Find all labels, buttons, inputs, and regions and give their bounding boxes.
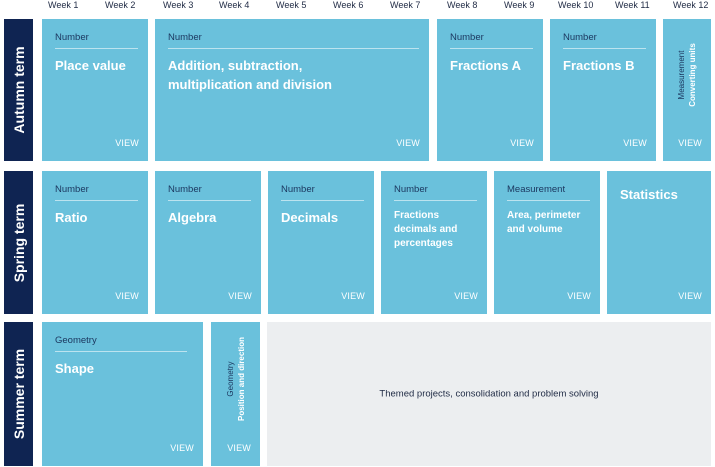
- block-category: Geometry: [55, 335, 187, 352]
- block-title: Addition, subtraction, multiplication an…: [168, 58, 332, 92]
- week-label: Week 3: [163, 0, 194, 10]
- block-category: Number: [563, 32, 646, 49]
- block-category: Number: [55, 32, 138, 49]
- block-title: Converting units: [688, 43, 697, 107]
- week-label: Week 10: [558, 0, 594, 10]
- block-title: Shape: [55, 361, 95, 376]
- week-label: Week 5: [276, 0, 307, 10]
- week-label: Week 7: [390, 0, 421, 10]
- term-label: Spring term: [10, 203, 27, 282]
- block-category: Number: [55, 184, 138, 201]
- view-link[interactable]: VIEW: [678, 138, 702, 148]
- block-place-value[interactable]: Number Place value VIEW: [42, 19, 148, 161]
- block-title: Ratio: [55, 210, 88, 225]
- week-label: Week 4: [219, 0, 250, 10]
- block-category: Measurement: [507, 184, 590, 201]
- block-converting-units[interactable]: Measurement Converting units VIEW: [663, 19, 711, 161]
- term-label: Summer term: [10, 348, 27, 440]
- view-link[interactable]: VIEW: [396, 138, 420, 148]
- week-label: Week 8: [447, 0, 478, 10]
- block-area-perimeter-volume[interactable]: Measurement Area, perimeter and volume V…: [494, 171, 600, 314]
- block-four-operations[interactable]: Number Addition, subtraction, multiplica…: [155, 19, 429, 161]
- block-title: Position and direction: [236, 336, 246, 422]
- view-link[interactable]: VIEW: [115, 291, 139, 301]
- term-label: Autumn term: [10, 46, 27, 134]
- block-fractions-a[interactable]: Number Fractions A VIEW: [437, 19, 543, 161]
- block-title: Fractions A: [450, 58, 522, 73]
- view-link[interactable]: VIEW: [567, 291, 591, 301]
- week-label: Week 2: [105, 0, 136, 10]
- block-statistics[interactable]: Statistics VIEW: [607, 171, 711, 314]
- block-fdp[interactable]: Number Fractions decimals and percentage…: [381, 171, 487, 314]
- block-category: Number: [168, 32, 419, 49]
- week-label: Week 11: [615, 0, 650, 10]
- block-algebra[interactable]: Number Algebra VIEW: [155, 171, 261, 314]
- block-title: Algebra: [168, 210, 217, 225]
- block-category: Number: [281, 184, 364, 201]
- block-category: Measurement: [677, 50, 686, 100]
- week-header-row: Week 1 Week 2 Week 3 Week 4 Week 5 Week …: [0, 0, 715, 14]
- view-link[interactable]: VIEW: [115, 138, 139, 148]
- view-link[interactable]: VIEW: [623, 138, 647, 148]
- block-title: Place value: [55, 58, 126, 73]
- block-category: Number: [394, 184, 477, 201]
- view-link[interactable]: VIEW: [170, 443, 194, 453]
- view-link[interactable]: VIEW: [454, 291, 478, 301]
- block-title: Fractions B: [563, 58, 635, 73]
- block-title: Decimals: [281, 210, 339, 225]
- block-ratio[interactable]: Number Ratio VIEW: [42, 171, 148, 314]
- block-category: Geometry: [225, 361, 235, 397]
- view-link[interactable]: VIEW: [678, 291, 702, 301]
- week-label: Week 1: [48, 0, 79, 10]
- block-shape[interactable]: Geometry Shape VIEW: [42, 322, 203, 466]
- term-spring: Spring term: [4, 171, 33, 314]
- block-decimals[interactable]: Number Decimals VIEW: [268, 171, 374, 314]
- view-link[interactable]: VIEW: [228, 291, 252, 301]
- themed-projects-text: Themed projects, consolidation and probl…: [379, 388, 599, 400]
- block-position-direction[interactable]: Geometry Position and direction VIEW: [211, 322, 260, 466]
- block-fractions-b[interactable]: Number Fractions B VIEW: [550, 19, 656, 161]
- block-category: Number: [450, 32, 533, 49]
- view-link[interactable]: VIEW: [227, 443, 251, 453]
- view-link[interactable]: VIEW: [341, 291, 365, 301]
- week-label: Week 9: [504, 0, 535, 10]
- term-autumn: Autumn term: [4, 19, 33, 161]
- week-label: Week 6: [333, 0, 364, 10]
- view-link[interactable]: VIEW: [510, 138, 534, 148]
- term-summer: Summer term: [4, 322, 33, 466]
- themed-projects-block: Themed projects, consolidation and probl…: [267, 322, 711, 466]
- block-title: Fractions decimals and percentages: [394, 210, 458, 249]
- block-title: Statistics: [620, 187, 678, 202]
- block-category: Number: [168, 184, 251, 201]
- block-title: Area, perimeter and volume: [507, 210, 581, 235]
- week-label: Week 12: [673, 0, 709, 10]
